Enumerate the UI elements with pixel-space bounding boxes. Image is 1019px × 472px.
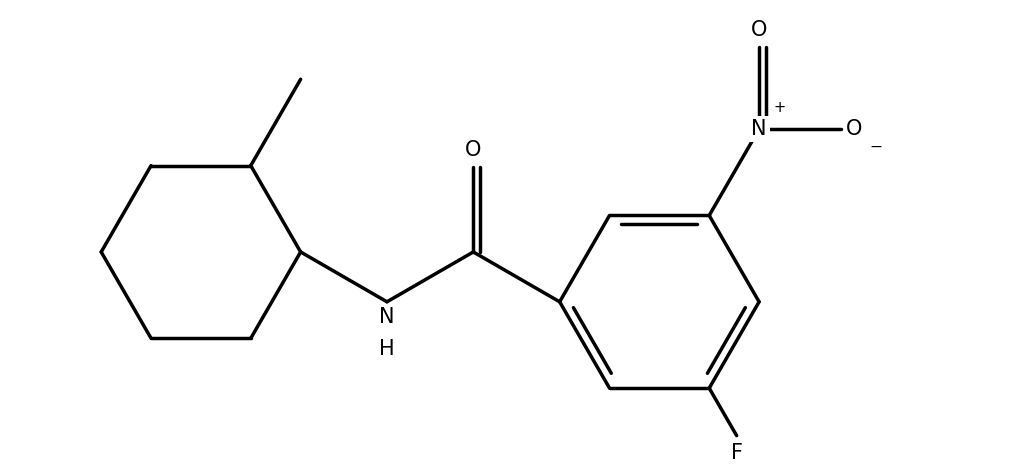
Text: +: + [772,100,785,115]
Text: O: O [465,140,481,160]
Text: H: H [379,339,394,359]
Text: O: O [845,119,861,139]
Text: O: O [750,20,766,41]
Text: N: N [751,119,766,139]
Text: −: − [868,140,881,154]
Text: N: N [379,307,394,327]
Text: F: F [730,443,742,463]
